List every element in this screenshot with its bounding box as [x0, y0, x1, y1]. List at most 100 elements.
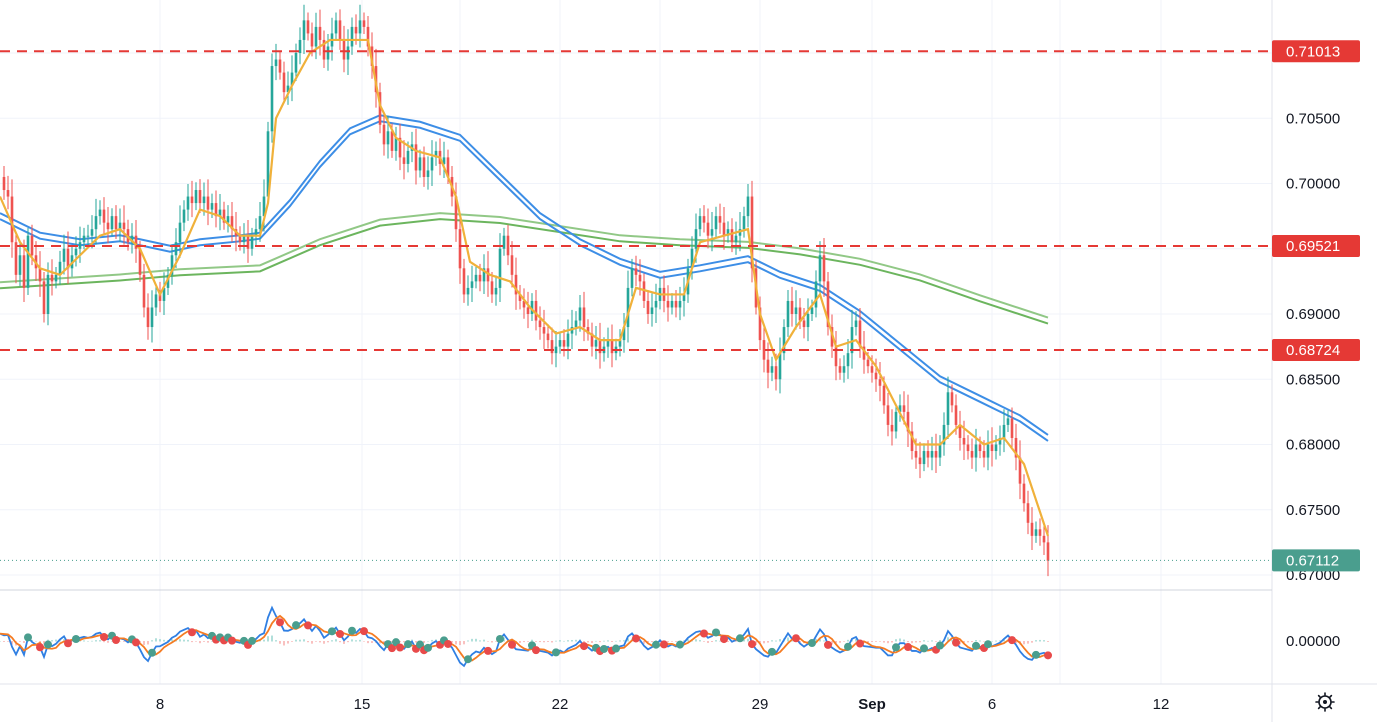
osc-histogram-bar	[947, 637, 949, 642]
level-badge	[1272, 235, 1360, 258]
osc-histogram-bar	[531, 639, 533, 642]
price-tick-label: 0.68000	[1286, 437, 1340, 454]
level-badge-label: 0.69521	[1286, 238, 1340, 255]
candle-body	[522, 300, 526, 308]
candle-body	[622, 327, 626, 341]
last-price-badge	[1272, 549, 1360, 572]
candle-body	[158, 294, 162, 301]
candle-body	[946, 392, 950, 425]
osc-histogram-bar	[495, 641, 497, 642]
candle-body	[490, 281, 494, 295]
osc-histogram-bar	[999, 640, 1001, 642]
osc-cross-marker	[792, 634, 800, 643]
osc-cross-marker	[936, 641, 944, 650]
candle-body	[590, 333, 594, 347]
candle-body	[122, 222, 126, 230]
candle-body	[170, 255, 174, 275]
candle-body	[722, 222, 726, 236]
ma-fast-series	[0, 38, 1050, 537]
osc-cross-marker	[712, 628, 720, 637]
osc-cross-marker	[844, 642, 852, 651]
candle-body	[130, 235, 134, 243]
candle-body	[882, 385, 886, 406]
candle-body	[50, 274, 54, 282]
candle-body	[770, 366, 774, 373]
candle-body	[282, 72, 286, 93]
osc-histogram-bar	[559, 640, 561, 642]
candle-body	[938, 444, 942, 458]
osc-histogram-bar	[727, 641, 729, 643]
osc-histogram-bar	[451, 641, 453, 643]
osc-histogram-bar	[787, 637, 789, 642]
horizontal-levels	[0, 50, 1272, 561]
candle-body	[914, 451, 918, 458]
osc-histogram-bar	[475, 638, 477, 642]
osc-histogram-bar	[983, 641, 985, 642]
candle-body	[534, 300, 538, 321]
osc-histogram-bar	[535, 641, 537, 642]
osc-histogram-bar	[267, 636, 269, 642]
candle-body	[782, 327, 786, 354]
ma-fast-line	[0, 38, 1050, 537]
candle-body	[874, 372, 878, 380]
osc-cross-marker	[580, 642, 588, 651]
osc-histogram-bar	[907, 641, 909, 643]
osc-cross-marker	[700, 629, 708, 638]
candle-body	[862, 346, 866, 360]
candle-body	[470, 281, 474, 288]
osc-histogram-bar	[755, 641, 757, 646]
candle-body	[730, 229, 734, 243]
osc-cross-marker	[1044, 651, 1052, 660]
candle-body	[518, 294, 522, 301]
osc-histogram-bar	[627, 638, 629, 642]
osc-histogram-bar	[543, 641, 545, 643]
candle-body	[578, 307, 582, 321]
candle-body	[990, 444, 994, 452]
candle-body	[18, 255, 22, 275]
candle-body	[910, 431, 914, 452]
time-tick-label: 12	[1153, 696, 1170, 713]
candle-body	[254, 229, 258, 236]
candle-body	[886, 405, 890, 425]
candle-body	[586, 327, 590, 334]
settings-gear-icon[interactable]	[1315, 692, 1335, 712]
candle-body	[1046, 542, 1050, 561]
osc-histogram-bar	[887, 641, 889, 644]
candle-body	[514, 274, 518, 295]
osc-histogram-bar	[163, 639, 165, 642]
price-badges: 0.71013 0.69521 0.68724 0.67112	[1272, 40, 1360, 572]
candle-body	[942, 424, 946, 445]
candle-body	[822, 255, 826, 282]
candle-body	[314, 26, 318, 47]
candle-body	[286, 85, 290, 93]
candle-body	[654, 300, 658, 308]
osc-histogram-bar	[959, 641, 961, 645]
price-tick-label: 0.69000	[1286, 306, 1340, 323]
candle-body	[866, 359, 870, 367]
osc-histogram-bar	[823, 640, 825, 642]
candle-body	[926, 451, 930, 458]
osc-histogram-bar	[323, 641, 325, 644]
osc-cross-marker	[464, 655, 472, 664]
osc-histogram-bar	[1035, 640, 1037, 642]
candle-body	[6, 190, 10, 197]
price-tick-label: 0.67500	[1286, 502, 1340, 519]
osc-histogram-bar	[463, 641, 465, 645]
candle-body	[650, 307, 654, 314]
osc-histogram-bar	[95, 640, 97, 642]
osc-histogram-bar	[263, 639, 265, 642]
osc-histogram-bar	[707, 641, 709, 643]
price-tick-label: 0.70000	[1286, 176, 1340, 193]
osc-histogram-bar	[603, 640, 605, 642]
osc-histogram-bar	[883, 641, 885, 643]
candle-body	[206, 196, 210, 210]
osc-cross-marker	[600, 644, 608, 653]
candle-body	[174, 242, 178, 256]
candle-body	[430, 157, 434, 171]
osc-histogram-bar	[831, 641, 833, 645]
candle-body	[1030, 522, 1034, 536]
osc-histogram-bar	[675, 641, 677, 642]
candle-body	[878, 379, 882, 386]
candle-body	[746, 196, 750, 217]
